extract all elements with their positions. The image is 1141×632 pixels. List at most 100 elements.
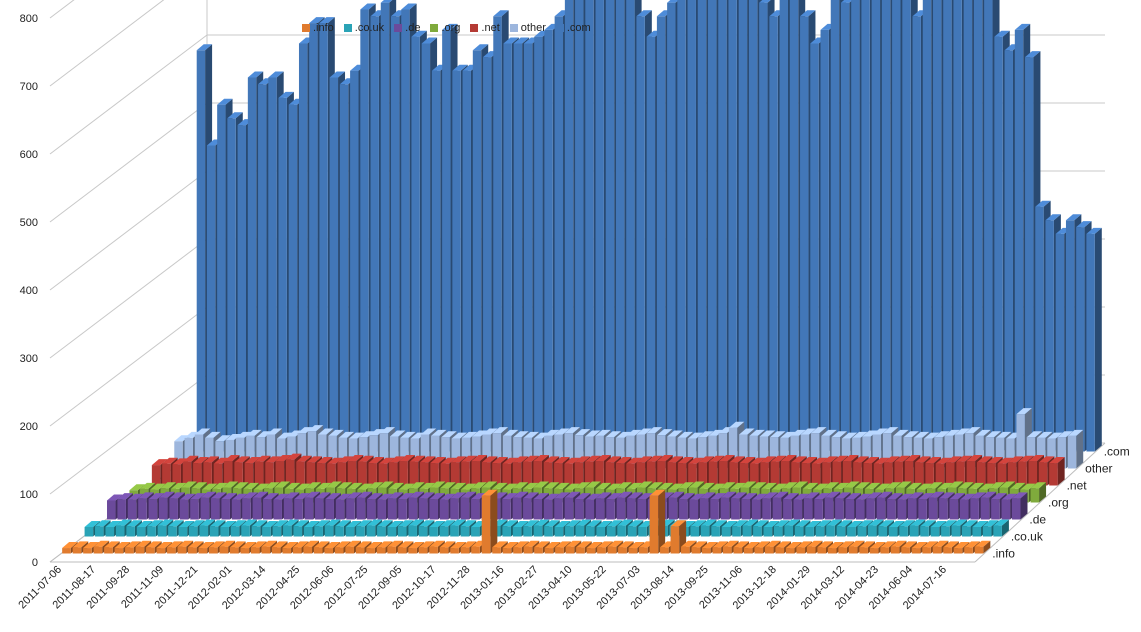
bar-front (136, 526, 146, 537)
legend-swatch (509, 24, 518, 32)
bar-top (337, 456, 353, 463)
bar-front (398, 499, 407, 520)
bar-front (1026, 437, 1036, 469)
bar-top (544, 429, 560, 436)
gridline-side (49, 170, 208, 291)
bar-top (285, 453, 302, 460)
bar-top (378, 457, 395, 464)
bar-top (318, 428, 334, 435)
bar-top (125, 541, 141, 548)
bar-top (355, 541, 372, 548)
bar-top (873, 457, 890, 464)
bar-front (256, 437, 265, 469)
bar-top (126, 520, 142, 527)
bar-top (408, 542, 424, 549)
bar-front (172, 464, 181, 486)
bar-front (637, 499, 647, 520)
bar-top (136, 520, 153, 527)
series-com (196, 0, 1102, 452)
bar-front (897, 499, 907, 520)
bar-top (356, 491, 373, 498)
bar-top (750, 457, 766, 464)
bar-front (934, 437, 943, 469)
bar-front (1004, 50, 1013, 452)
bar-front (492, 463, 501, 486)
bar-top (315, 482, 332, 489)
bar-front (513, 547, 522, 554)
bar-top (219, 540, 236, 547)
bar-front (627, 498, 636, 520)
bar-top (859, 541, 875, 548)
bar-top (805, 520, 821, 527)
bar-front (595, 461, 604, 486)
bar-top (482, 428, 498, 435)
bar-top (835, 492, 851, 499)
bar-front (493, 16, 502, 452)
bar-front (920, 526, 929, 537)
bar-front (168, 526, 177, 537)
y-tick-label: 0 (32, 557, 38, 569)
bar-top (1028, 455, 1045, 462)
bar-front (679, 499, 688, 520)
bar-top (442, 23, 458, 30)
bar-top (759, 430, 776, 437)
bar-top (127, 493, 144, 500)
bar-side (1076, 429, 1084, 469)
bar-top (775, 541, 792, 548)
legend-item: .com (555, 22, 591, 34)
bar-front (832, 461, 842, 486)
bar-front (863, 463, 872, 486)
bar-front (1028, 461, 1038, 486)
bar-top (95, 520, 111, 527)
bar-front (225, 439, 235, 469)
bar-front (615, 0, 625, 452)
bar-front (899, 526, 908, 537)
bar-top (358, 455, 374, 462)
bar-front (309, 23, 318, 452)
depth-axis-label: .net (1067, 479, 1088, 493)
bar-top (83, 542, 99, 549)
bar-top (115, 519, 132, 526)
bar-top (212, 482, 228, 489)
bar-top (160, 482, 176, 489)
bar-front (660, 547, 669, 554)
bar-top (276, 432, 293, 439)
bar-top (114, 542, 131, 549)
bar-top (440, 457, 457, 464)
bar-front (179, 499, 189, 520)
bar-top (585, 430, 601, 437)
bar-front (262, 526, 271, 537)
bar-top (193, 457, 209, 464)
bar-top (893, 429, 909, 436)
bar-front (193, 463, 202, 486)
bar-top (759, 0, 771, 3)
bar-top (189, 520, 205, 527)
bar-front (853, 462, 862, 486)
bar-top (283, 519, 299, 526)
bar-top (978, 483, 995, 490)
bar-front (841, 438, 851, 469)
bar-top (338, 431, 355, 438)
bar-top (460, 491, 477, 498)
bar-front (345, 546, 354, 554)
bar-front (585, 461, 594, 486)
bar-front (240, 548, 250, 554)
bar-front (338, 437, 348, 469)
bar-front (754, 547, 764, 554)
bar-top (398, 493, 414, 500)
bar-top (719, 455, 735, 462)
bar-top (1065, 214, 1082, 221)
floor-edge-right (974, 442, 1106, 563)
bar-front (369, 435, 378, 469)
bar-front (316, 463, 326, 486)
bar-top (380, 0, 393, 3)
bar-front (348, 438, 358, 469)
bar-top (513, 37, 530, 44)
bar-top (429, 520, 445, 527)
bar-top (471, 493, 487, 500)
bar-front (544, 526, 553, 537)
bar-top (135, 540, 152, 547)
bar-front (543, 462, 553, 486)
bar-front (750, 463, 759, 486)
